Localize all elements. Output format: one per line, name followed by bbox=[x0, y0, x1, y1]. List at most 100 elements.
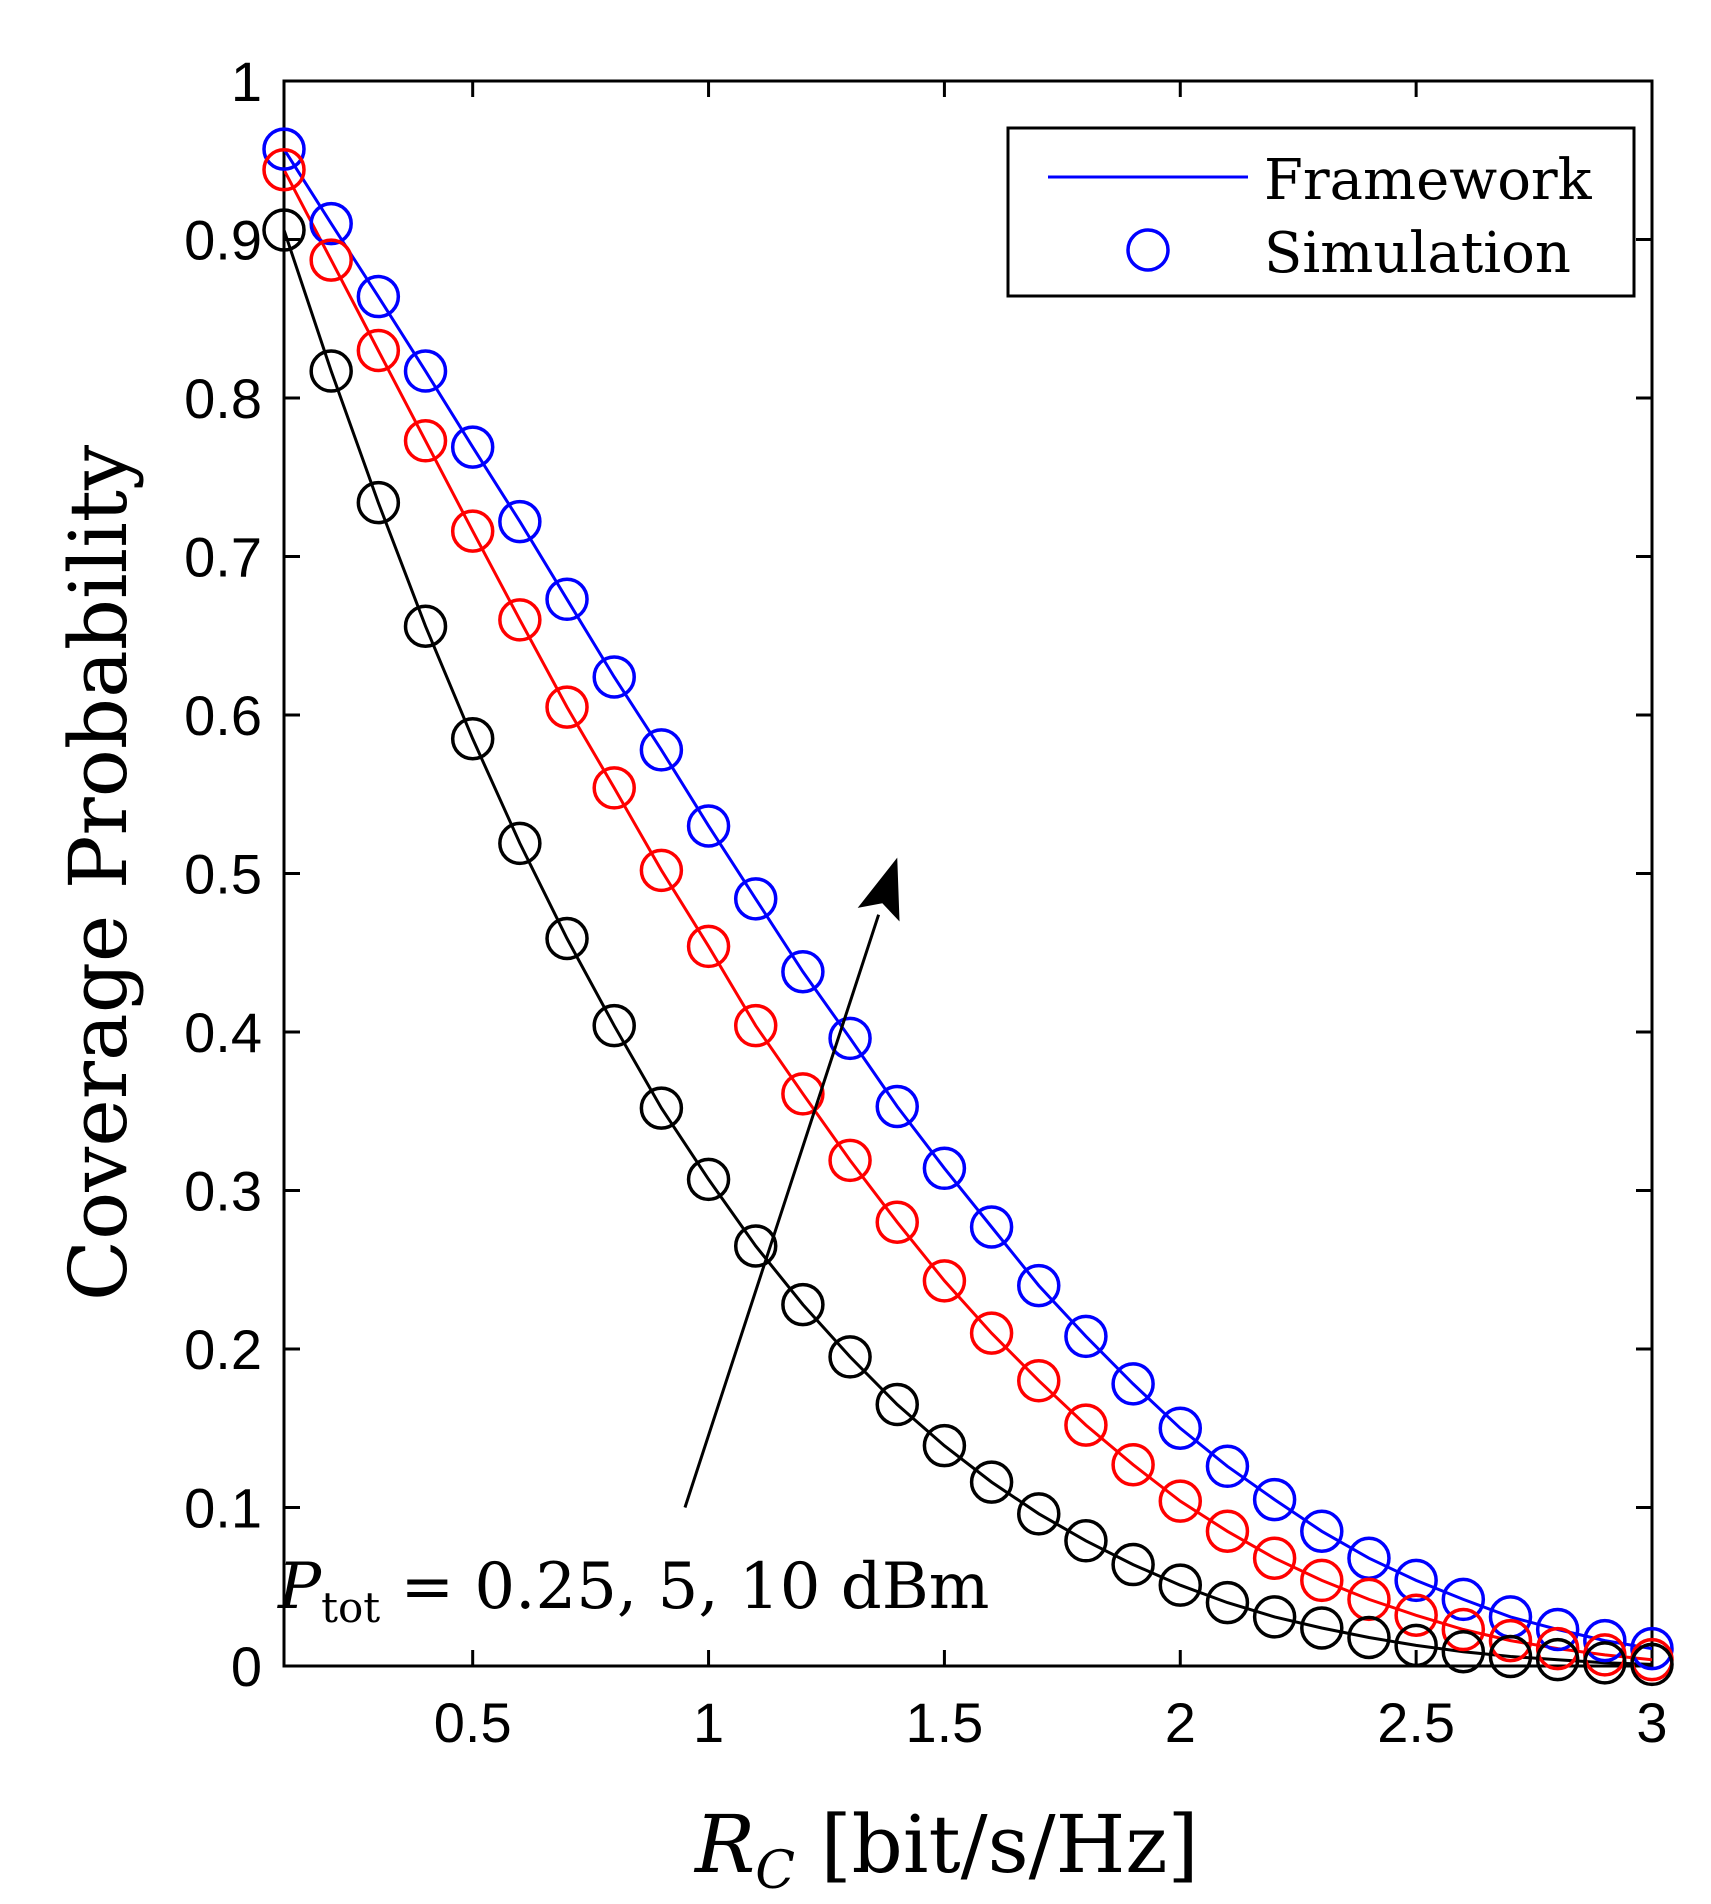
series-1-point bbox=[875, 1200, 919, 1244]
legend-box bbox=[1006, 126, 1636, 298]
series-1-point bbox=[1205, 1509, 1250, 1554]
series-0-point bbox=[1205, 1444, 1250, 1489]
series-1-point bbox=[356, 328, 401, 373]
series-2-point bbox=[639, 1086, 684, 1130]
series-0-point bbox=[686, 804, 731, 848]
series-2-point bbox=[450, 717, 495, 761]
x-axis-label: RC [bit/s/Hz] bbox=[693, 1798, 1199, 1901]
series-1-point bbox=[403, 419, 448, 463]
series-0-point bbox=[1630, 1626, 1674, 1671]
y-tick-label: 0.8 bbox=[184, 367, 262, 430]
y-tick-label: 0.5 bbox=[184, 843, 262, 906]
series-2-point bbox=[1158, 1563, 1203, 1607]
series-1-point bbox=[1158, 1479, 1203, 1523]
series-1-point bbox=[592, 766, 636, 810]
y-tick-label: 0 bbox=[231, 1635, 262, 1698]
annotation-label: Ptot = 0.25, 5, 10 dBm bbox=[277, 1550, 989, 1632]
series-0-point bbox=[592, 655, 636, 699]
x-axis-label-main: R bbox=[693, 1798, 755, 1891]
series-0-point bbox=[356, 274, 401, 319]
legend-label-simulation: Simulation bbox=[1264, 221, 1571, 286]
series-0-point bbox=[1300, 1509, 1344, 1554]
series-0-point bbox=[498, 499, 542, 544]
series-2-point bbox=[1347, 1615, 1391, 1660]
series-0-point bbox=[922, 1146, 967, 1191]
series-0-point bbox=[1394, 1558, 1438, 1603]
series-1-point bbox=[309, 238, 353, 282]
series-2-point bbox=[1583, 1641, 1627, 1685]
series-1-point bbox=[1394, 1593, 1438, 1638]
series-0-point bbox=[545, 577, 589, 622]
series-2-point bbox=[309, 349, 353, 393]
x-tick-label: 1 bbox=[693, 1691, 724, 1754]
series-2-point bbox=[828, 1335, 872, 1379]
series-2-point bbox=[262, 208, 306, 252]
series-1-point bbox=[262, 148, 306, 192]
x-axis-label-sub: C bbox=[755, 1841, 795, 1901]
series-1-point bbox=[1488, 1618, 1533, 1663]
series-1-point bbox=[733, 1003, 778, 1048]
series-2-point bbox=[1630, 1642, 1674, 1687]
series-0-point bbox=[639, 728, 684, 772]
legend-label-framework: Framework bbox=[1264, 148, 1593, 213]
series-line-1 bbox=[284, 169, 1652, 1662]
series-1-point bbox=[1441, 1607, 1486, 1652]
series-2-point bbox=[1300, 1606, 1344, 1650]
series-2-point bbox=[733, 1224, 778, 1268]
series-2-point bbox=[403, 604, 448, 648]
series-1-point bbox=[1111, 1442, 1155, 1487]
series-1-point bbox=[450, 509, 495, 553]
series-1-point bbox=[781, 1072, 825, 1116]
y-tick-label: 0.7 bbox=[184, 526, 262, 589]
x-tick-label: 2 bbox=[1165, 1691, 1196, 1754]
series-1-point bbox=[1300, 1558, 1344, 1603]
annotation-label-sub: tot bbox=[321, 1583, 380, 1632]
series-1-point bbox=[1347, 1577, 1391, 1622]
series-0-point bbox=[1111, 1362, 1155, 1406]
series-2-point bbox=[498, 821, 542, 866]
series-0-point bbox=[1535, 1607, 1580, 1652]
series-2-point bbox=[1205, 1580, 1250, 1625]
series-2-point bbox=[686, 1157, 731, 1202]
plot-area bbox=[282, 79, 1654, 1668]
y-tick-label: 0.4 bbox=[184, 1001, 262, 1064]
series-2-point bbox=[922, 1423, 967, 1468]
series-2-point bbox=[545, 916, 589, 961]
annotation bbox=[683, 857, 900, 1508]
x-axis-label-rest: [bit/s/Hz] bbox=[795, 1798, 1199, 1891]
series-0-point bbox=[309, 201, 353, 246]
series-2-point bbox=[592, 1003, 636, 1048]
series-2-point bbox=[1017, 1492, 1061, 1536]
series-0-point bbox=[450, 425, 495, 469]
series-0-point bbox=[828, 1016, 872, 1061]
series-0-point bbox=[969, 1205, 1014, 1249]
series-2-point bbox=[1064, 1519, 1108, 1563]
series-1-point bbox=[1064, 1403, 1108, 1447]
y-tick-label: 1 bbox=[231, 50, 262, 113]
annotation-arrow-shaft bbox=[683, 914, 881, 1508]
x-tick-label: 3 bbox=[1636, 1691, 1667, 1754]
series-2-point bbox=[781, 1282, 825, 1327]
series-0-point bbox=[1441, 1577, 1486, 1622]
series-1-point bbox=[828, 1138, 872, 1183]
x-tick-labels: 0.5 1 1.5 2 2.5 3 bbox=[434, 1691, 1668, 1754]
series-1-point bbox=[922, 1259, 967, 1303]
series-0-point bbox=[875, 1084, 919, 1129]
series-2-point bbox=[969, 1460, 1014, 1504]
y-axis-label: Coverage Probability bbox=[52, 445, 145, 1301]
y-tick-label: 0.9 bbox=[184, 209, 262, 272]
series-0-point bbox=[1252, 1477, 1297, 1522]
series-0-point bbox=[1017, 1263, 1061, 1308]
series-0-point bbox=[1064, 1314, 1108, 1359]
series-1-point bbox=[969, 1311, 1014, 1355]
series-0-point bbox=[733, 877, 778, 921]
series-0-point bbox=[1158, 1406, 1203, 1450]
annotation-label-main: P bbox=[277, 1550, 322, 1624]
annotation-arrow-head bbox=[857, 857, 900, 922]
annotation-label-rest: = 0.25, 5, 10 dBm bbox=[380, 1550, 989, 1624]
legend-circle-swatch bbox=[1126, 228, 1170, 272]
x-tick-label: 2.5 bbox=[1377, 1691, 1455, 1754]
series-1-point bbox=[545, 685, 589, 729]
series-2-point bbox=[1252, 1595, 1297, 1639]
